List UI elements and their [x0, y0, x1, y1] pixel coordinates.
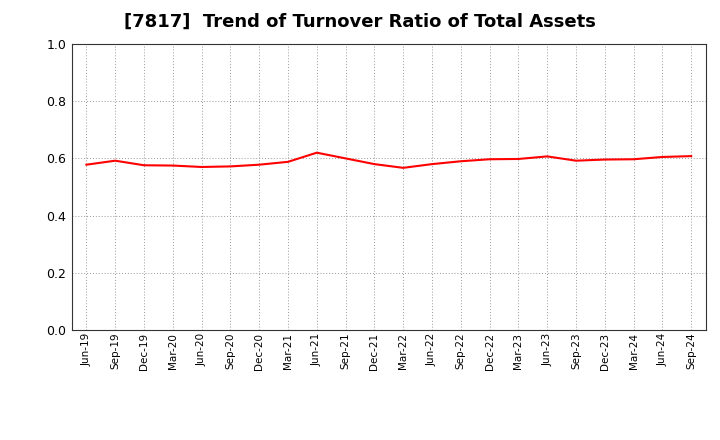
Text: [7817]  Trend of Turnover Ratio of Total Assets: [7817] Trend of Turnover Ratio of Total … — [124, 13, 596, 31]
